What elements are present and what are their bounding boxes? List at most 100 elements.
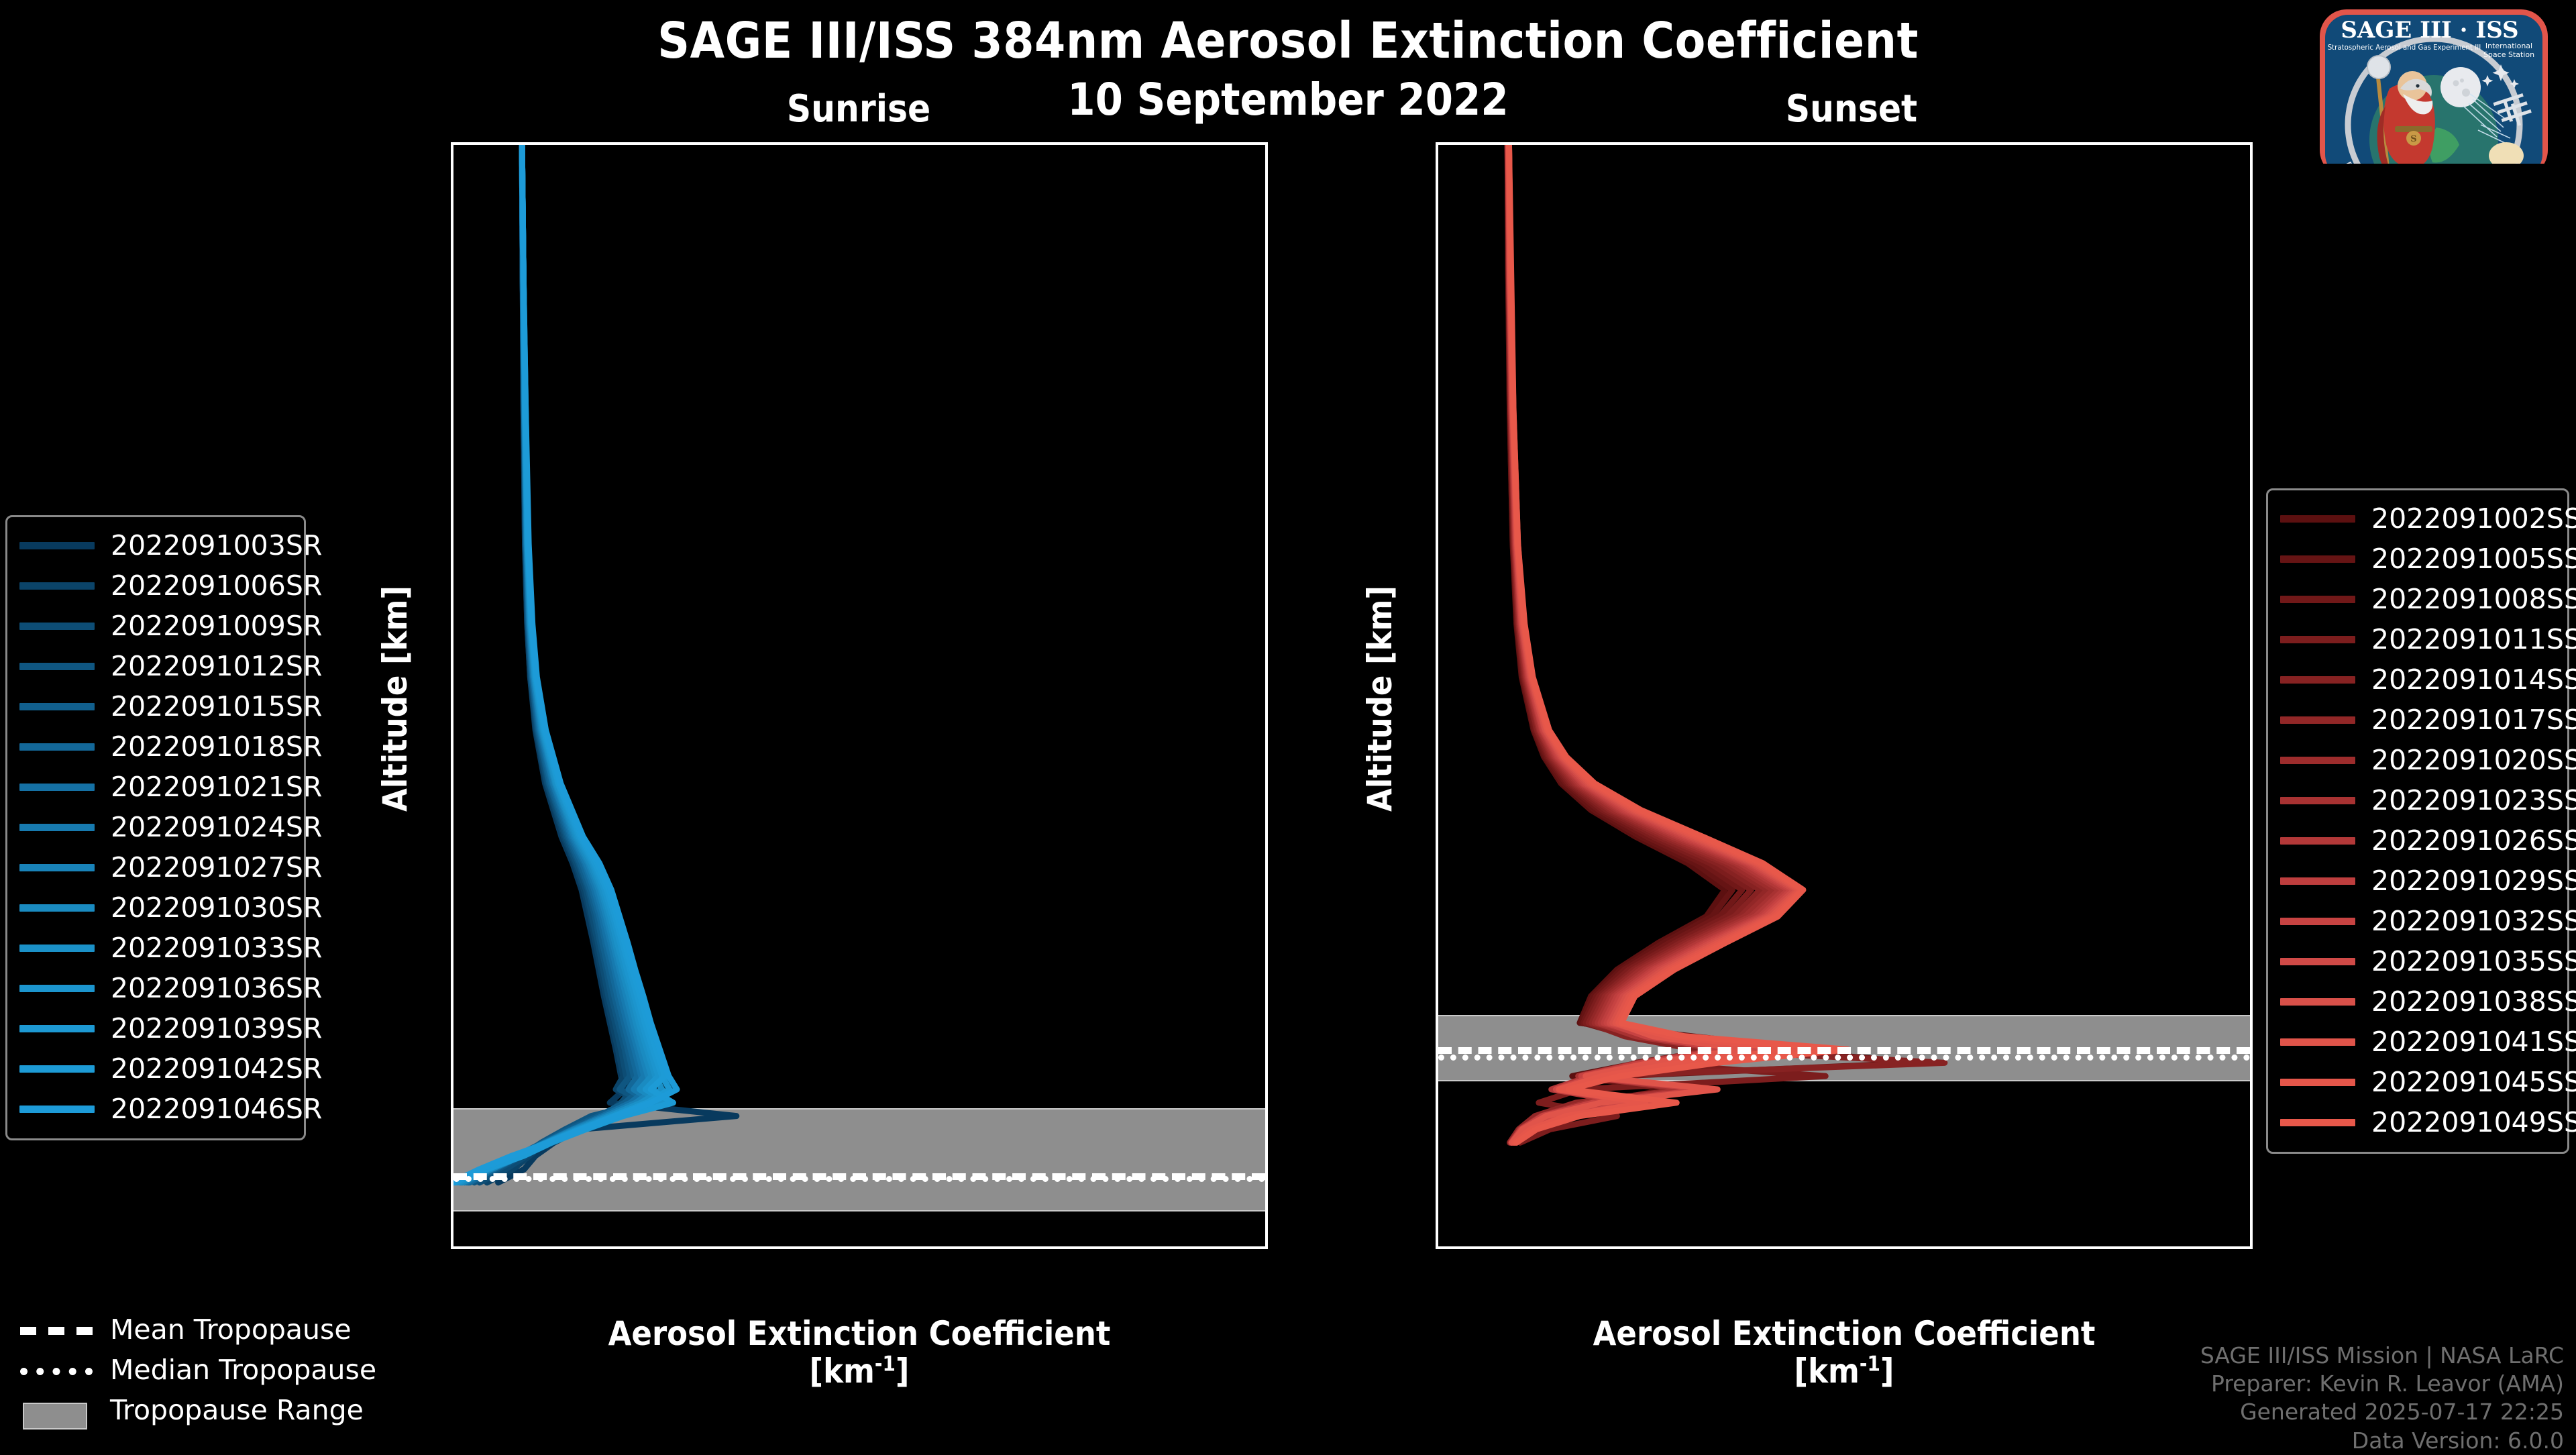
legend-item-sunrise-row[interactable]: 2022091042SR xyxy=(19,1048,322,1089)
legend-item-sunrise-row[interactable]: 2022091024SR xyxy=(19,807,322,847)
profile-line xyxy=(1505,145,1787,1146)
legend-row-tropopause-range: Tropopause Range xyxy=(20,1390,382,1430)
page-title: SAGE III/ISS 384nm Aerosol Extinction Co… xyxy=(657,12,1919,70)
plot-sunrise: 1015202530354045500.0000.0020.0040.0060.… xyxy=(451,142,1268,1249)
legend-label: 2022091006SR xyxy=(111,570,323,602)
legend-item-sunset-row[interactable]: 2022091035SS xyxy=(2280,941,2576,981)
legend-label: 2022091041SS xyxy=(2371,1026,2576,1058)
legend-label: 2022091026SS xyxy=(2371,824,2576,857)
y-axis-tick-mark xyxy=(1436,410,1438,413)
x-axis-tick-mark xyxy=(1653,1246,1656,1249)
legend-color-swatch xyxy=(2280,515,2355,523)
legend-item-sunrise-row[interactable]: 2022091039SR xyxy=(19,1008,322,1048)
legend-label: 2022091017SS xyxy=(2371,704,2576,736)
legend-label: 2022091030SR xyxy=(111,892,323,924)
legend-item-sunset-row[interactable]: 2022091017SS xyxy=(2280,700,2576,740)
y-axis-tick-mark xyxy=(1436,942,1438,945)
legend-label: 2022091011SS xyxy=(2371,623,2576,655)
y-axis-tick-mark xyxy=(1436,1075,1438,1077)
legend-item-sunrise-row[interactable]: 2022091033SR xyxy=(19,928,322,968)
page-subtitle: 10 September 2022 xyxy=(1067,74,1509,125)
legend-item-sunset-row[interactable]: 2022091026SS xyxy=(2280,820,2576,861)
legend-item-sunrise-row[interactable]: 2022091012SR xyxy=(19,646,322,686)
profile-line xyxy=(1504,145,1926,1146)
legend-item-sunset-row[interactable]: 2022091008SS xyxy=(2280,579,2576,619)
legend-item-sunrise-row[interactable]: 2022091015SR xyxy=(19,686,322,726)
legend-label: 2022091018SR xyxy=(111,731,323,763)
credits-block: SAGE III/ISS Mission | NASA LaRC Prepare… xyxy=(2200,1342,2564,1455)
legend-color-swatch xyxy=(19,582,95,590)
legend-color-swatch xyxy=(2280,796,2355,804)
x-axis-tick-mark xyxy=(2100,1246,2102,1249)
x-axis-tick-mark xyxy=(1264,1246,1267,1249)
legend-label: 2022091024SR xyxy=(111,811,323,843)
x-axis-tick-mark xyxy=(668,1246,671,1249)
legend-color-swatch xyxy=(2280,957,2355,965)
legend-label: 2022091015SR xyxy=(111,690,323,722)
legend-item-sunrise-row[interactable]: 2022091018SR xyxy=(19,726,322,767)
y-axis-tick-mark xyxy=(451,276,453,279)
legend-item-sunset-row[interactable]: 2022091049SS xyxy=(2280,1102,2576,1142)
legend-item-sunrise-row[interactable]: 2022091046SR xyxy=(19,1089,322,1129)
legend-item-sunset-row[interactable]: 2022091002SS xyxy=(2280,498,2576,539)
legend-color-swatch xyxy=(2280,555,2355,563)
y-axis-tick-mark xyxy=(451,942,453,945)
x-axis-tick-mark xyxy=(1802,1246,1805,1249)
y-axis-label-sunset: Altitude [km] xyxy=(1360,586,1399,812)
legend-color-swatch xyxy=(2280,1118,2355,1126)
profile-line xyxy=(1505,145,1807,1146)
legend-item-sunrise-row[interactable]: 2022091021SR xyxy=(19,767,322,807)
profile-line xyxy=(1504,145,1821,1146)
legend-item-sunset-row[interactable]: 2022091032SS xyxy=(2280,901,2576,941)
x-axis-unit: [km-1] xyxy=(809,1352,910,1391)
legend-item-sunrise-row[interactable]: 2022091036SR xyxy=(19,968,322,1008)
legend-color-swatch xyxy=(19,743,95,751)
legend-item-sunset-row[interactable]: 2022091029SS xyxy=(2280,861,2576,901)
profile-line xyxy=(1504,145,1948,1146)
legend-label: 2022091012SR xyxy=(111,650,323,682)
legend-sunset: 2022091002SS 2022091005SS 2022091008SS 2022… xyxy=(2266,488,2576,1154)
legend-item-sunrise-row[interactable]: 2022091006SR xyxy=(19,565,322,606)
legend-label: 2022091003SR xyxy=(111,529,323,561)
legend-item-sunrise-row[interactable]: 2022091003SR xyxy=(19,525,322,565)
legend-label: 2022091035SS xyxy=(2371,945,2576,977)
legend-label: 2022091039SR xyxy=(111,1012,323,1044)
legend-item-sunset-row[interactable]: 2022091041SS xyxy=(2280,1022,2576,1062)
legend-item-sunset-row[interactable]: 2022091023SS xyxy=(2280,780,2576,820)
y-axis-tick-mark xyxy=(451,676,453,678)
legend-item-sunrise-row[interactable]: 2022091009SR xyxy=(19,606,322,646)
legend-label: 2022091021SR xyxy=(111,771,323,803)
legend-label: 2022091033SR xyxy=(111,932,323,964)
legend-label: 2022091029SS xyxy=(2371,865,2576,897)
legend-item-sunrise-row[interactable]: 2022091030SR xyxy=(19,887,322,928)
legend-item-sunset-row[interactable]: 2022091011SS xyxy=(2280,619,2576,659)
legend-item-sunset-row[interactable]: 2022091045SS xyxy=(2280,1062,2576,1102)
legend-label: 2022091032SS xyxy=(2371,905,2576,937)
panel-label-sunrise: Sunrise xyxy=(786,87,931,131)
legend-label: Tropopause Range xyxy=(110,1394,364,1426)
y-axis-tick-mark xyxy=(1436,276,1438,279)
legend-color-swatch xyxy=(2280,917,2355,925)
legend-color-swatch xyxy=(19,863,95,871)
legend-item-sunset-row[interactable]: 2022091014SS xyxy=(2280,659,2576,700)
credits-line-version: Data Version: 6.0.0 xyxy=(2351,1427,2564,1454)
legend-label: 2022091046SR xyxy=(111,1093,323,1125)
svg-text:S: S xyxy=(2410,134,2416,144)
legend-color-swatch xyxy=(2280,1078,2355,1086)
legend-color-swatch xyxy=(2280,998,2355,1006)
y-axis-tick-mark xyxy=(451,1075,453,1077)
legend-label: 2022091014SS xyxy=(2371,663,2576,696)
y-axis-tick-mark xyxy=(451,144,453,146)
legend-item-sunset-row[interactable]: 2022091020SS xyxy=(2280,740,2576,780)
legend-label: 2022091027SR xyxy=(111,851,323,883)
profile-line xyxy=(1505,145,1792,1146)
credits-line-generated: Generated 2025-07-17 22:25 xyxy=(2240,1399,2564,1425)
median-tropopause-line xyxy=(453,1175,1265,1182)
legend-item-sunset-row[interactable]: 2022091005SS xyxy=(2280,539,2576,579)
legend-label: 2022091008SS xyxy=(2371,583,2576,615)
y-axis-tick-mark xyxy=(451,809,453,812)
legend-item-sunrise-row[interactable]: 2022091027SR xyxy=(19,847,322,887)
legend-item-sunset-row[interactable]: 2022091038SS xyxy=(2280,981,2576,1022)
y-axis-tick-mark xyxy=(1436,1207,1438,1210)
x-axis-tick-mark xyxy=(1951,1246,1953,1249)
